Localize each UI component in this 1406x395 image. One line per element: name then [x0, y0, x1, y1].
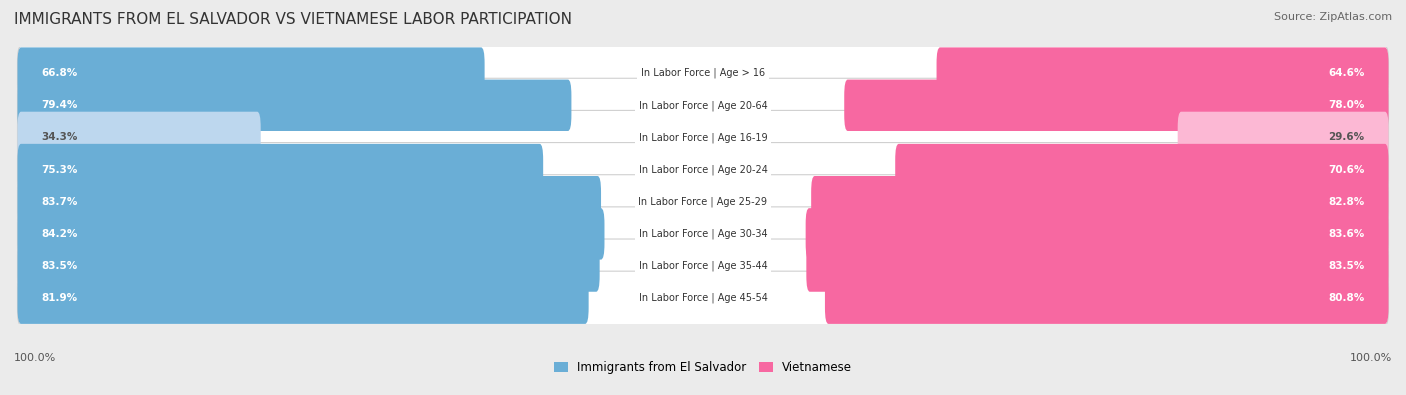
FancyBboxPatch shape [825, 273, 1389, 324]
Text: 79.4%: 79.4% [42, 100, 77, 110]
FancyBboxPatch shape [936, 47, 1389, 99]
FancyBboxPatch shape [1178, 112, 1389, 163]
Text: In Labor Force | Age 45-54: In Labor Force | Age 45-54 [638, 293, 768, 303]
FancyBboxPatch shape [17, 175, 1389, 229]
FancyBboxPatch shape [17, 240, 599, 292]
Text: 81.9%: 81.9% [42, 293, 77, 303]
Legend: Immigrants from El Salvador, Vietnamese: Immigrants from El Salvador, Vietnamese [550, 356, 856, 379]
FancyBboxPatch shape [17, 239, 1389, 293]
Text: Source: ZipAtlas.com: Source: ZipAtlas.com [1274, 12, 1392, 22]
Text: 83.6%: 83.6% [1329, 229, 1364, 239]
Text: 100.0%: 100.0% [14, 354, 56, 363]
Text: 70.6%: 70.6% [1329, 165, 1364, 175]
Text: 83.7%: 83.7% [42, 197, 77, 207]
Text: IMMIGRANTS FROM EL SALVADOR VS VIETNAMESE LABOR PARTICIPATION: IMMIGRANTS FROM EL SALVADOR VS VIETNAMES… [14, 12, 572, 27]
FancyBboxPatch shape [17, 271, 1389, 325]
FancyBboxPatch shape [17, 144, 543, 195]
Text: 66.8%: 66.8% [42, 68, 77, 78]
Text: 29.6%: 29.6% [1329, 132, 1364, 143]
Text: 64.6%: 64.6% [1329, 68, 1364, 78]
FancyBboxPatch shape [806, 208, 1389, 260]
FancyBboxPatch shape [17, 78, 1389, 132]
Text: 84.2%: 84.2% [42, 229, 77, 239]
FancyBboxPatch shape [17, 111, 1389, 164]
FancyBboxPatch shape [17, 273, 589, 324]
FancyBboxPatch shape [17, 143, 1389, 197]
FancyBboxPatch shape [807, 240, 1389, 292]
Text: In Labor Force | Age 25-29: In Labor Force | Age 25-29 [638, 196, 768, 207]
Text: In Labor Force | Age 35-44: In Labor Force | Age 35-44 [638, 261, 768, 271]
Text: In Labor Force | Age 16-19: In Labor Force | Age 16-19 [638, 132, 768, 143]
FancyBboxPatch shape [17, 112, 260, 163]
FancyBboxPatch shape [17, 47, 485, 99]
FancyBboxPatch shape [17, 176, 600, 228]
Text: 78.0%: 78.0% [1329, 100, 1364, 110]
Text: 80.8%: 80.8% [1329, 293, 1364, 303]
Text: In Labor Force | Age > 16: In Labor Force | Age > 16 [641, 68, 765, 78]
FancyBboxPatch shape [17, 46, 1389, 100]
Text: 82.8%: 82.8% [1329, 197, 1364, 207]
Text: In Labor Force | Age 20-64: In Labor Force | Age 20-64 [638, 100, 768, 111]
Text: In Labor Force | Age 20-24: In Labor Force | Age 20-24 [638, 164, 768, 175]
Text: 75.3%: 75.3% [42, 165, 77, 175]
Text: In Labor Force | Age 30-34: In Labor Force | Age 30-34 [638, 229, 768, 239]
Text: 83.5%: 83.5% [42, 261, 77, 271]
FancyBboxPatch shape [17, 208, 605, 260]
Text: 34.3%: 34.3% [42, 132, 77, 143]
FancyBboxPatch shape [844, 79, 1389, 131]
Text: 83.5%: 83.5% [1329, 261, 1364, 271]
Text: 100.0%: 100.0% [1350, 354, 1392, 363]
FancyBboxPatch shape [17, 79, 571, 131]
FancyBboxPatch shape [896, 144, 1389, 195]
FancyBboxPatch shape [17, 207, 1389, 261]
FancyBboxPatch shape [811, 176, 1389, 228]
